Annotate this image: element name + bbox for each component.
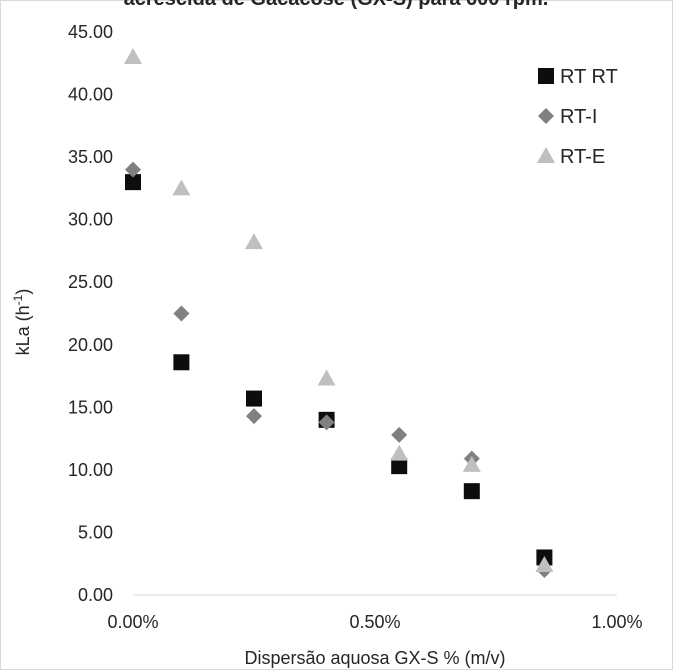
y-tick-label: 20.00 bbox=[68, 335, 113, 355]
y-tick-label: 40.00 bbox=[68, 85, 113, 105]
y-tick-label: 25.00 bbox=[68, 272, 113, 292]
data-point-triangle bbox=[317, 369, 336, 386]
legend-label: RT-I bbox=[560, 106, 597, 128]
data-point-triangle bbox=[390, 444, 409, 461]
y-tick-label: 45.00 bbox=[68, 22, 113, 42]
data-point-diamond bbox=[125, 161, 141, 178]
y-tick-label: 0.00 bbox=[78, 585, 113, 605]
legend-label: RT-E bbox=[560, 146, 605, 168]
data-point-square bbox=[463, 483, 480, 500]
data-point-diamond bbox=[318, 414, 335, 431]
y-tick-label: 5.00 bbox=[78, 522, 113, 542]
data-point-triangle bbox=[462, 455, 481, 472]
data-points bbox=[124, 48, 554, 578]
data-point-square bbox=[125, 174, 141, 191]
legend-marker-square bbox=[538, 68, 554, 84]
data-point-diamond bbox=[391, 426, 408, 443]
data-point-square bbox=[246, 390, 262, 407]
y-axis-title-main: kLa (h bbox=[13, 305, 33, 355]
data-point-triangle bbox=[245, 233, 263, 250]
x-axis-title: Dispersão aquosa GX-S % (m/v) bbox=[244, 648, 505, 668]
y-tick-label: 30.00 bbox=[68, 210, 113, 230]
y-axis-title-end: ) bbox=[13, 289, 33, 295]
y-tick-label: 10.00 bbox=[68, 460, 113, 480]
data-point-triangle bbox=[535, 555, 554, 572]
data-point-diamond bbox=[246, 408, 262, 425]
data-point-triangle bbox=[172, 179, 191, 196]
legend: RT RT RT-I RT-E bbox=[537, 66, 618, 168]
legend-marker-triangle bbox=[537, 147, 555, 163]
data-point-square bbox=[391, 458, 408, 475]
y-axis-title: kLa (h-1) bbox=[11, 289, 33, 356]
legend-label: RT RT bbox=[560, 66, 618, 88]
chart-title: acrescida de Gacacose (GX-S) para 600 rp… bbox=[124, 0, 549, 10]
data-point-square bbox=[173, 354, 190, 371]
y-axis-title-superscript: -1 bbox=[11, 294, 25, 305]
data-point-triangle bbox=[124, 48, 142, 65]
y-tick-label: 35.00 bbox=[68, 147, 113, 167]
data-point-diamond bbox=[173, 305, 190, 322]
x-axis-ticks: 0.00% 0.50% 1.00% bbox=[107, 612, 642, 632]
x-tick-label: 0.00% bbox=[107, 612, 158, 632]
x-tick-label: 1.00% bbox=[591, 612, 642, 632]
x-tick-label: 0.50% bbox=[349, 612, 400, 632]
y-tick-label: 15.00 bbox=[68, 397, 113, 417]
y-axis-ticks: 0.00 5.00 10.00 15.00 20.00 25.00 30.00 35.00 40… bbox=[68, 22, 113, 605]
legend-marker-diamond bbox=[538, 108, 554, 124]
